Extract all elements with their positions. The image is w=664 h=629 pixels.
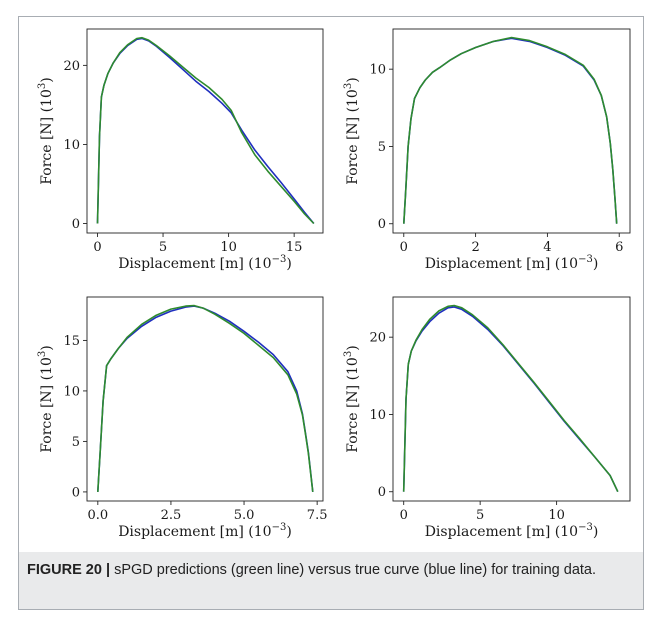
- y-tick-label: 20: [369, 331, 386, 346]
- plot-area-frame: [86, 296, 324, 502]
- y-tick-label: 0: [378, 217, 386, 232]
- y-tick-label: 15: [63, 334, 80, 349]
- x-tick-label: 15: [286, 240, 303, 255]
- y-tick-label: 20: [63, 59, 80, 74]
- y-axis-label: Force [N] (103): [37, 345, 55, 452]
- x-tick-label: 4: [543, 240, 551, 255]
- x-axis-label: Displacement [m] (10−3): [118, 522, 292, 540]
- chart-panel-2: 0 2 4 6 0 5 10 Displacement [m] (10−3) Force [N]…: [343, 28, 631, 272]
- y-tick-label: 5: [72, 435, 80, 450]
- prediction-line: [96, 36, 315, 225]
- prediction-line: [402, 304, 619, 493]
- x-axis-label: Displacement [m] (10−3): [118, 254, 292, 272]
- y-tick-label: 0: [378, 485, 386, 500]
- y-tick-label: 10: [369, 63, 386, 78]
- x-tick-label: 5.0: [234, 508, 255, 523]
- x-tick-label: 5: [476, 508, 484, 523]
- figure-frame: [18, 16, 644, 610]
- x-tick-label: 7.5: [307, 508, 328, 523]
- y-axis-label: Force [N] (103): [37, 77, 55, 184]
- chart-panel-1: 0 5 10 15 0 10 20 Displacement [m] (10−3) Force …: [37, 28, 324, 272]
- y-axis-label: Force [N] (103): [343, 77, 361, 184]
- y-tick-label: 10: [63, 384, 80, 399]
- true-curve-line: [402, 306, 619, 493]
- y-tick-label: 0: [72, 485, 80, 500]
- plot-area-frame: [392, 296, 631, 502]
- chart-panel-4: 0 5 10 0 10 20 Displacement [m] (10−3) Force [N…: [343, 296, 631, 540]
- true-curve-line: [96, 37, 315, 225]
- x-axis-label: Displacement [m] (10−3): [425, 254, 599, 272]
- x-tick-label: 0: [400, 508, 408, 523]
- x-tick-label: 0: [93, 240, 101, 255]
- x-tick-label: 2: [471, 240, 479, 255]
- x-tick-label: 5: [159, 240, 167, 255]
- figure-caption: FIGURE 20 | sPGD predictions (green line…: [18, 552, 644, 610]
- y-axis-label: Force [N] (103): [343, 345, 361, 452]
- y-tick-label: 5: [378, 140, 386, 155]
- prediction-line: [403, 36, 618, 224]
- y-tick-label: 10: [63, 138, 80, 153]
- y-tick-label: 10: [369, 408, 386, 423]
- figure-caption-label: FIGURE 20 |: [27, 562, 111, 578]
- x-axis-label: Displacement [m] (10−3): [425, 522, 599, 540]
- x-tick-label: 6: [615, 240, 623, 255]
- x-tick-label: 10: [548, 508, 565, 523]
- prediction-line: [97, 304, 314, 492]
- x-tick-label: 2.5: [161, 508, 182, 523]
- y-tick-label: 0: [72, 217, 80, 232]
- chart-panel-3: 0.0 2.5 5.0 7.5 0 5 10 15 Displacement [m] (10−3…: [37, 296, 328, 540]
- x-tick-label: 10: [220, 240, 237, 255]
- figure-caption-text: sPGD predictions (green line) versus tru…: [114, 562, 597, 578]
- plot-area-frame: [86, 28, 324, 234]
- plot-area-frame: [392, 28, 631, 234]
- x-tick-label: 0: [400, 240, 408, 255]
- x-tick-label: 0.0: [87, 508, 108, 523]
